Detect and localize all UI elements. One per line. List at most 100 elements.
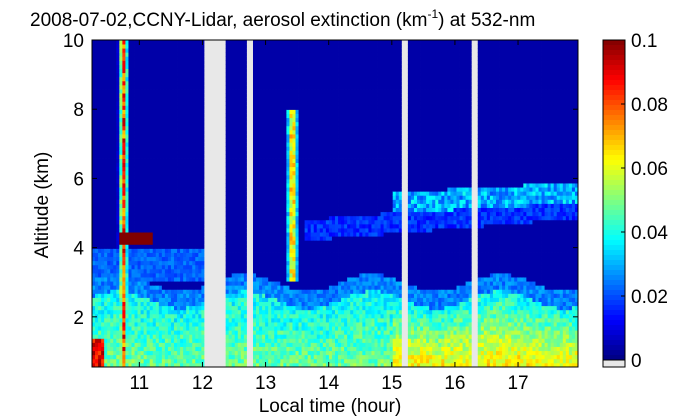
heatmap-cell: [243, 346, 248, 352]
heatmap-cell: [262, 76, 266, 82]
nodata-cell: [210, 264, 214, 270]
heatmap-cell: [140, 313, 145, 319]
heatmap-cell: [265, 174, 269, 180]
nodata-cell: [216, 76, 220, 82]
heatmap-cell: [274, 256, 278, 262]
heatmap-cell: [137, 293, 141, 298]
heatmap-cell: [243, 211, 248, 217]
heatmap-cell: [240, 109, 245, 114]
heatmap-cell: [277, 191, 281, 196]
heatmap-cell: [152, 183, 157, 188]
heatmap-cell: [243, 277, 248, 282]
heatmap-cell: [149, 80, 154, 86]
heatmap-cell: [265, 48, 269, 53]
heatmap-cell: [140, 252, 145, 258]
heatmap-cell: [177, 97, 181, 102]
heatmap-cell: [101, 125, 105, 131]
heatmap-cell: [237, 317, 242, 323]
heatmap-cell: [137, 174, 141, 180]
heatmap-cell: [152, 228, 157, 233]
heatmap-cell: [237, 80, 242, 86]
heatmap-cell: [271, 264, 275, 270]
heatmap-cell: [177, 293, 181, 298]
heatmap-cell: [116, 301, 120, 307]
heatmap-cell: [134, 256, 138, 262]
heatmap-cell: [271, 60, 275, 65]
heatmap-cell: [192, 293, 196, 298]
heatmap-cell: [237, 162, 242, 168]
heatmap-cell: [277, 219, 281, 225]
heatmap-cell: [164, 297, 169, 302]
heatmap-cell: [107, 174, 111, 180]
heatmap-cell: [183, 236, 187, 241]
heatmap-cell: [268, 293, 272, 298]
heatmap-cell: [256, 158, 260, 164]
heatmap-cell: [116, 305, 120, 311]
heatmap-cell: [180, 84, 184, 90]
heatmap-cell: [225, 80, 230, 86]
nodata-cell: [204, 80, 208, 86]
nodata-cell: [207, 174, 211, 180]
heatmap-cell: [164, 248, 169, 253]
heatmap-cell: [186, 313, 190, 319]
heatmap-cell: [271, 334, 275, 339]
heatmap-cell: [243, 93, 248, 98]
nodata-cell: [216, 322, 220, 327]
heatmap-cell: [137, 297, 141, 302]
heatmap-cell: [177, 281, 181, 286]
heatmap-cell: [201, 358, 205, 364]
heatmap-cell: [122, 146, 126, 151]
nodata-cell: [204, 289, 208, 294]
nodata-cell: [219, 236, 224, 241]
heatmap-cell: [186, 232, 190, 237]
heatmap-cell: [152, 93, 157, 98]
nodata-cell: [204, 170, 208, 176]
heatmap-cell: [192, 125, 196, 131]
heatmap-cell: [161, 203, 166, 208]
nodata-cell: [249, 228, 254, 233]
nodata-cell: [216, 350, 220, 356]
heatmap-cell: [164, 52, 169, 57]
heatmap-cell: [231, 297, 236, 302]
heatmap-cell: [189, 313, 193, 319]
heatmap-cell: [198, 64, 202, 70]
heatmap-cell: [155, 68, 160, 74]
heatmap-cell: [149, 354, 154, 360]
heatmap-cell: [128, 232, 132, 237]
nodata-cell: [207, 80, 211, 86]
heatmap-cell: [92, 281, 96, 286]
heatmap-cell: [262, 297, 266, 302]
nodata-cell: [246, 134, 251, 139]
heatmap-cell: [277, 268, 281, 274]
nodata-cell: [219, 56, 224, 61]
heatmap-cell: [277, 358, 281, 364]
heatmap-cell: [116, 277, 120, 282]
heatmap-cell: [116, 342, 120, 347]
heatmap-cell: [201, 346, 205, 352]
heatmap-cell: [268, 289, 272, 294]
nodata-cell: [204, 285, 208, 290]
heatmap-cell: [228, 297, 233, 302]
nodata-cell: [249, 40, 254, 45]
heatmap-cell: [116, 150, 120, 155]
heatmap-cell: [189, 129, 193, 135]
heatmap-cell: [95, 113, 99, 119]
heatmap-cell: [183, 338, 187, 343]
heatmap-cell: [128, 162, 132, 168]
heatmap-cell: [240, 146, 245, 151]
heatmap-cell: [262, 109, 266, 114]
nodata-cell: [213, 219, 217, 225]
heatmap-cell: [177, 166, 181, 172]
heatmap-cell: [262, 138, 266, 143]
nodata-cell: [222, 154, 227, 159]
heatmap-cell: [198, 317, 202, 323]
nodata-cell: [222, 129, 227, 135]
heatmap-cell: [240, 97, 245, 102]
heatmap-cell: [107, 326, 111, 331]
heatmap-cell: [234, 354, 239, 360]
heatmap-cell: [125, 64, 129, 70]
heatmap-cell: [240, 342, 245, 347]
heatmap-cell: [274, 215, 278, 221]
heatmap-cell: [149, 134, 154, 139]
heatmap-cell: [252, 252, 257, 258]
